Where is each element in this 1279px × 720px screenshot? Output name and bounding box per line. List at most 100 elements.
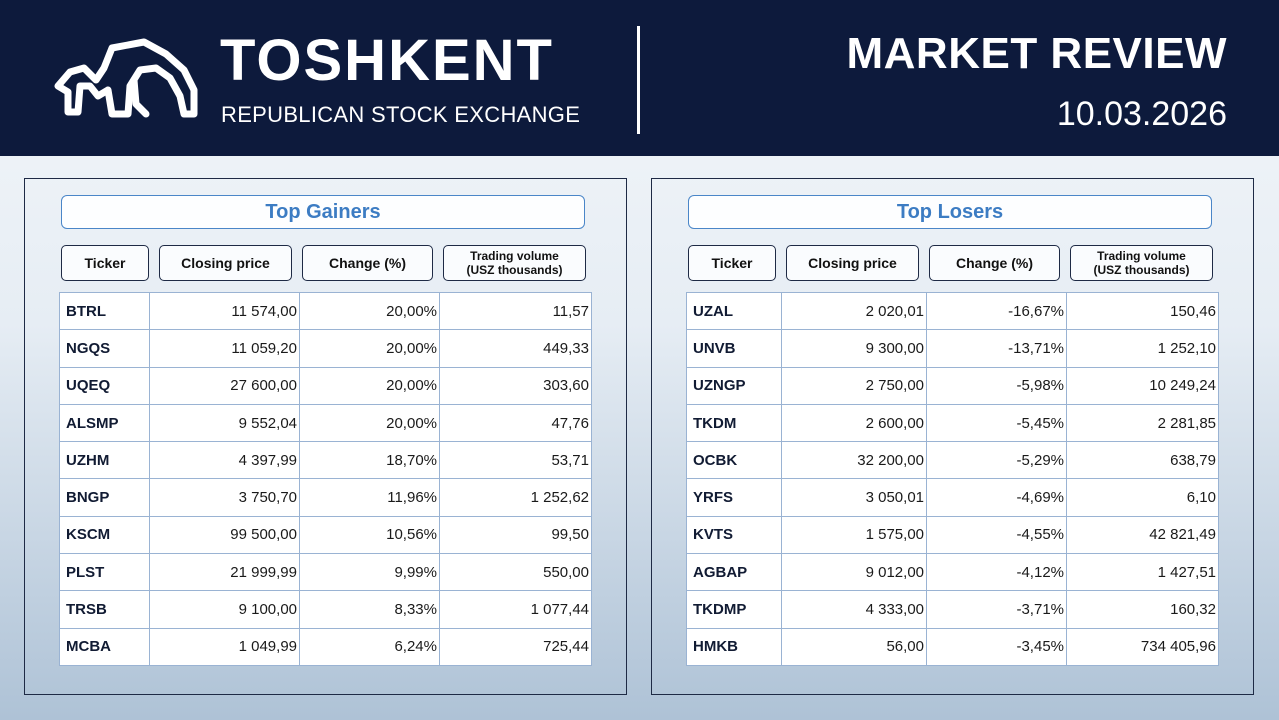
ticker-cell: TKDMP — [686, 590, 782, 629]
ticker-cell: UZHM — [59, 441, 150, 480]
trading-volume-column-header: Trading volume (USZ thousands) — [443, 245, 586, 281]
trading-volume-cell: 42 821,49 — [1066, 515, 1219, 555]
ticker-cell: KSCM — [59, 515, 150, 555]
change-cell: -5,29% — [926, 441, 1067, 480]
table-row: KSCM 99 500,00 10,56% 99,50 — [59, 515, 592, 555]
trading-volume-cell: 725,44 — [439, 627, 592, 666]
table-row: HMKB 56,00 -3,45% 734 405,96 — [686, 627, 1219, 666]
table-row: UNVB 9 300,00 -13,71% 1 252,10 — [686, 329, 1219, 368]
ticker-cell: BTRL — [59, 291, 150, 331]
trading-volume-cell: 11,57 — [439, 291, 592, 331]
trading-volume-cell: 734 405,96 — [1066, 627, 1219, 666]
table-row: OCBK 32 200,00 -5,29% 638,79 — [686, 441, 1219, 480]
top-losers-panel: Top Losers Ticker Closing price Change (… — [651, 178, 1254, 695]
ticker-column-header: Ticker — [61, 245, 149, 281]
closing-price-cell: 11 574,00 — [149, 291, 300, 331]
change-cell: 9,99% — [299, 553, 440, 592]
table-row: MCBA 1 049,99 6,24% 725,44 — [59, 627, 592, 666]
change-cell: 20,00% — [299, 291, 440, 331]
header-banner: TOSHKENT REPUBLICAN STOCK EXCHANGE MARKE… — [0, 0, 1279, 156]
ticker-cell: TKDM — [686, 403, 782, 443]
trading-volume-header-line1: Trading volume — [1097, 249, 1186, 263]
header-divider — [637, 26, 640, 134]
brand-title: TOSHKENT — [220, 28, 554, 93]
losers-column-headers: Ticker Closing price Change (%) Trading … — [688, 245, 1213, 281]
toshkent-exchange-logo-icon — [54, 38, 198, 118]
ticker-cell: UZNGP — [686, 366, 782, 405]
closing-price-column-header: Closing price — [159, 245, 292, 281]
closing-price-cell: 2 600,00 — [781, 403, 927, 443]
table-row: NGQS 11 059,20 20,00% 449,33 — [59, 329, 592, 368]
change-column-header: Change (%) — [929, 245, 1060, 281]
closing-price-column-header: Closing price — [786, 245, 919, 281]
closing-price-cell: 4 397,99 — [149, 441, 300, 480]
ticker-cell: AGBAP — [686, 553, 782, 592]
trading-volume-cell: 10 249,24 — [1066, 366, 1219, 405]
trading-volume-cell: 638,79 — [1066, 441, 1219, 480]
trading-volume-header-line2: (USZ thousands) — [466, 263, 563, 277]
table-row: UZNGP 2 750,00 -5,98% 10 249,24 — [686, 366, 1219, 405]
review-title: MARKET REVIEW — [846, 29, 1227, 78]
trading-volume-cell: 1 252,62 — [439, 478, 592, 517]
ticker-cell: BNGP — [59, 478, 150, 517]
gainers-table: BTRL 11 574,00 20,00% 11,57 NGQS 11 059,20 20,… — [59, 291, 592, 666]
trading-volume-cell: 160,32 — [1066, 590, 1219, 629]
change-cell: -5,45% — [926, 403, 1067, 443]
closing-price-cell: 1 575,00 — [781, 515, 927, 555]
losers-table: UZAL 2 020,01 -16,67% 150,46 UNVB 9 300,00 -13… — [686, 291, 1219, 666]
top-gainers-panel: Top Gainers Ticker Closing price Change … — [24, 178, 627, 695]
closing-price-cell: 3 750,70 — [149, 478, 300, 517]
change-cell: -13,71% — [926, 329, 1067, 368]
change-cell: 10,56% — [299, 515, 440, 555]
closing-price-cell: 27 600,00 — [149, 366, 300, 405]
table-row: UZAL 2 020,01 -16,67% 150,46 — [686, 291, 1219, 331]
trading-volume-cell: 550,00 — [439, 553, 592, 592]
closing-price-cell: 11 059,20 — [149, 329, 300, 368]
trading-volume-cell: 150,46 — [1066, 291, 1219, 331]
ticker-cell: PLST — [59, 553, 150, 592]
table-row: TKDM 2 600,00 -5,45% 2 281,85 — [686, 403, 1219, 443]
closing-price-cell: 9 012,00 — [781, 553, 927, 592]
gainers-column-headers: Ticker Closing price Change (%) Trading … — [61, 245, 586, 281]
ticker-column-header: Ticker — [688, 245, 776, 281]
ticker-cell: ALSMP — [59, 403, 150, 443]
change-cell: 20,00% — [299, 329, 440, 368]
table-row: UQEQ 27 600,00 20,00% 303,60 — [59, 366, 592, 405]
trading-volume-cell: 47,76 — [439, 403, 592, 443]
closing-price-cell: 4 333,00 — [781, 590, 927, 629]
ticker-cell: UZAL — [686, 291, 782, 331]
trading-volume-cell: 99,50 — [439, 515, 592, 555]
top-gainers-title: Top Gainers — [61, 195, 585, 229]
ticker-cell: HMKB — [686, 627, 782, 666]
table-row: TRSB 9 100,00 8,33% 1 077,44 — [59, 590, 592, 629]
closing-price-cell: 9 552,04 — [149, 403, 300, 443]
brand-subtitle: REPUBLICAN STOCK EXCHANGE — [221, 102, 581, 127]
table-row: PLST 21 999,99 9,99% 550,00 — [59, 553, 592, 592]
change-cell: -3,45% — [926, 627, 1067, 666]
closing-price-cell: 32 200,00 — [781, 441, 927, 480]
closing-price-cell: 56,00 — [781, 627, 927, 666]
table-row: UZHM 4 397,99 18,70% 53,71 — [59, 441, 592, 480]
trading-volume-cell: 53,71 — [439, 441, 592, 480]
closing-price-cell: 9 300,00 — [781, 329, 927, 368]
trading-volume-cell: 449,33 — [439, 329, 592, 368]
change-cell: -4,12% — [926, 553, 1067, 592]
table-row: AGBAP 9 012,00 -4,12% 1 427,51 — [686, 553, 1219, 592]
change-cell: -3,71% — [926, 590, 1067, 629]
table-row: KVTS 1 575,00 -4,55% 42 821,49 — [686, 515, 1219, 555]
closing-price-cell: 2 750,00 — [781, 366, 927, 405]
review-date: 10.03.2026 — [1056, 95, 1227, 133]
trading-volume-cell: 2 281,85 — [1066, 403, 1219, 443]
ticker-cell: TRSB — [59, 590, 150, 629]
ticker-cell: MCBA — [59, 627, 150, 666]
trading-volume-cell: 1 252,10 — [1066, 329, 1219, 368]
change-cell: -4,55% — [926, 515, 1067, 555]
change-cell: -16,67% — [926, 291, 1067, 331]
top-losers-title: Top Losers — [688, 195, 1212, 229]
trading-volume-header-line2: (USZ thousands) — [1093, 263, 1190, 277]
closing-price-cell: 99 500,00 — [149, 515, 300, 555]
change-cell: 11,96% — [299, 478, 440, 517]
closing-price-cell: 3 050,01 — [781, 478, 927, 517]
ticker-cell: YRFS — [686, 478, 782, 517]
table-row: TKDMP 4 333,00 -3,71% 160,32 — [686, 590, 1219, 629]
